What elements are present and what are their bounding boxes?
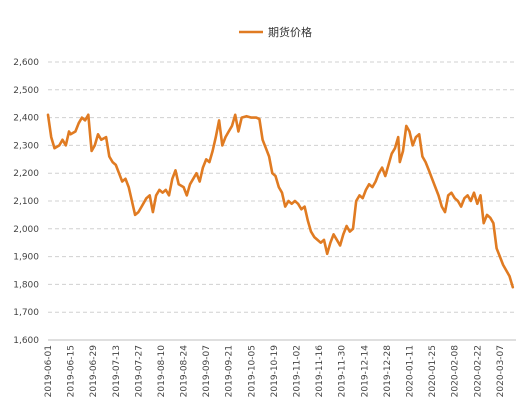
x-tick-label: 2020-02-22: [473, 345, 483, 397]
y-tick-label: 2,100: [13, 197, 39, 207]
x-axis-tick-labels: 2019-06-01 2019-06-15 2019-06-29 2019-07-13…: [44, 345, 506, 398]
x-tick-label: 2019-11-16: [315, 345, 325, 398]
series-line-0: [46, 113, 515, 289]
x-tick-label: 2020-01-11: [405, 345, 415, 397]
gridlines: [48, 61, 516, 341]
y-tick-label: 2,200: [13, 169, 39, 179]
y-tick-label: 1,700: [13, 308, 39, 318]
x-tick-label: 2019-10-05: [247, 345, 257, 397]
y-tick-label: 1,600: [13, 336, 39, 346]
y-tick-label: 2,000: [13, 225, 39, 235]
y-tick-label: 2,500: [13, 86, 39, 96]
y-tick-label: 2,600: [13, 58, 39, 68]
x-tick-label: 2019-11-30: [338, 345, 348, 398]
x-tick-label: 2019-11-02: [293, 345, 303, 397]
x-tick-label: 2019-06-15: [67, 345, 77, 397]
x-tick-label: 2019-06-01: [44, 345, 54, 397]
x-tick-label: 2019-07-27: [134, 345, 144, 397]
x-tick-label: 2019-06-29: [89, 345, 99, 398]
y-axis-tick-labels: 1,600 1,700 1,800 1,900 2,000 2,100 2,200 2,300…: [13, 58, 39, 346]
chart-legend: 期货价格: [239, 25, 312, 39]
x-tick-label: 2019-08-10: [157, 345, 167, 398]
x-tick-label: 2019-10-19: [270, 345, 280, 398]
x-tick-label: 2019-12-28: [383, 345, 393, 398]
series-group: [46, 113, 515, 289]
x-tick-label: 2019-07-13: [112, 345, 122, 397]
x-tick-label: 2019-09-21: [225, 345, 235, 397]
x-tick-label: 2019-12-14: [360, 345, 370, 398]
y-tick-label: 2,300: [13, 141, 39, 151]
legend-label-futures-price: 期货价格: [268, 25, 312, 39]
x-tick-label: 2019-09-07: [202, 345, 212, 397]
x-tick-label: 2020-01-25: [428, 345, 438, 397]
x-tick-label: 2020-03-07: [496, 345, 506, 397]
y-tick-label: 2,400: [13, 114, 39, 124]
x-tick-label: 2020-02-08: [451, 345, 461, 398]
y-tick-label: 1,800: [13, 280, 39, 290]
y-tick-label: 1,900: [13, 253, 39, 263]
x-tick-label: 2019-08-24: [180, 345, 190, 398]
